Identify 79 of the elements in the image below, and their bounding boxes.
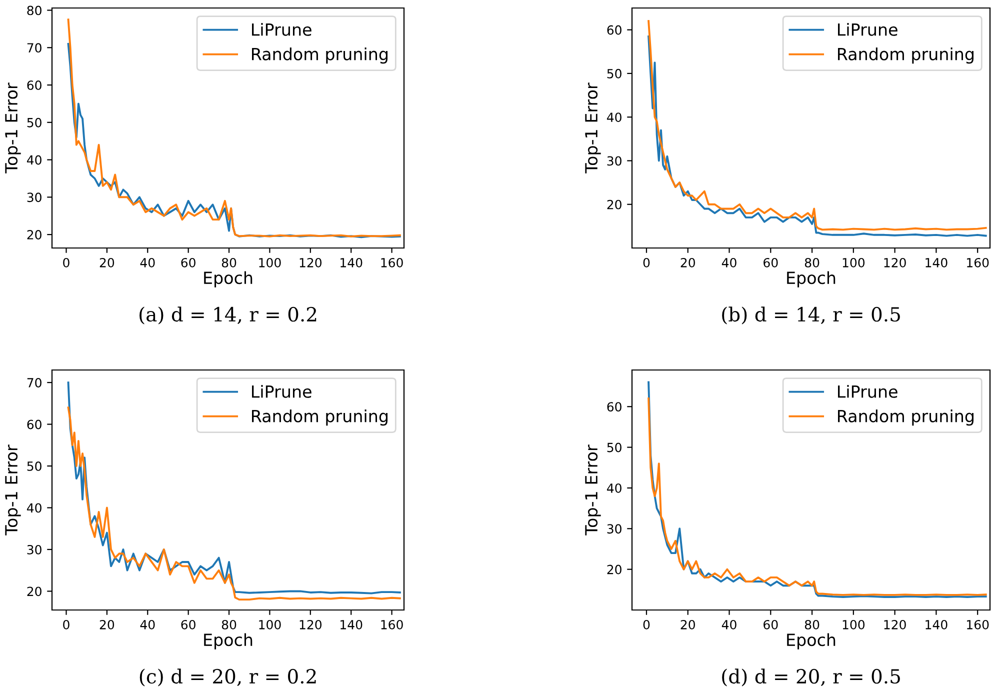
x-tick-label: 160: [381, 620, 403, 630]
y-tick-label: 30: [27, 544, 42, 554]
legend-label: LiPrune: [252, 23, 312, 36]
x-tick-label: 20: [100, 258, 114, 268]
x-tick-label: 120: [884, 258, 906, 268]
y-tick-label: 50: [27, 118, 42, 128]
y-tick-label: 50: [607, 68, 622, 78]
y-tick-label: 30: [607, 156, 622, 166]
x-tick-label: 20: [100, 620, 114, 630]
text: (c) d = 20, r = 0.2: [140, 668, 316, 686]
text: (a) d = 14, r = 0.2: [140, 306, 316, 324]
y-tick-label: 70: [27, 43, 42, 53]
x-tick-label: 40: [722, 620, 736, 630]
x-tick-label: 140: [926, 620, 948, 630]
y-tick-label: 30: [607, 524, 622, 534]
text: (d) d = 20, r = 0.5: [722, 668, 900, 686]
x-tick-label: 160: [381, 258, 403, 268]
x-tick-label: 0: [63, 620, 70, 630]
x-tick-label: 120: [300, 620, 322, 630]
x-tick-label: 60: [181, 258, 196, 268]
legend-label: LiPrune: [838, 385, 898, 398]
x-tick-label: 140: [926, 258, 948, 268]
x-tick-label: 100: [842, 620, 865, 630]
y-tick-label: 70: [27, 378, 42, 388]
y-tick-label: 40: [606, 112, 622, 122]
x-axis-title: Epoch: [787, 271, 836, 288]
x-tick-label: 160: [967, 258, 989, 268]
y-tick-label: 60: [27, 420, 42, 430]
x-tick-label: 40: [722, 258, 736, 268]
y-tick-label: 20: [27, 230, 42, 240]
y-tick-label: 50: [607, 442, 622, 452]
x-tick-label: 140: [340, 620, 362, 630]
x-tick-label: 0: [643, 620, 650, 630]
x-tick-label: 120: [884, 620, 906, 630]
y-axis-title: Top-1 Error: [5, 82, 21, 174]
x-tick-label: 80: [804, 258, 820, 268]
x-tick-label: 0: [643, 258, 650, 268]
y-tick-label: 30: [27, 192, 42, 202]
legend-label: Random pruning: [838, 47, 974, 64]
x-tick-label: 20: [680, 620, 695, 630]
y-axis-title: Top-1 Error: [585, 444, 601, 536]
y-tick-label: 20: [607, 564, 622, 574]
y-tick-label: 40: [606, 483, 622, 493]
x-tick-label: 100: [259, 258, 281, 268]
y-tick-label: 40: [26, 155, 42, 165]
x-tick-label: 40: [140, 258, 155, 268]
x-tick-label: 80: [222, 258, 236, 268]
x-tick-label: 40: [140, 620, 155, 630]
y-tick-label: 50: [27, 461, 42, 471]
x-tick-label: 80: [804, 620, 820, 630]
legend-label: Random pruning: [252, 47, 388, 64]
legend-label: LiPrune: [252, 385, 312, 398]
x-axis-title: Epoch: [787, 633, 836, 650]
x-tick-label: 0: [63, 258, 70, 268]
text: (b) d = 14, r = 0.5: [722, 306, 900, 324]
x-tick-label: 60: [181, 620, 196, 630]
x-tick-label: 100: [259, 620, 281, 630]
x-tick-label: 160: [967, 620, 989, 630]
legend-label: Random pruning: [838, 409, 974, 426]
y-axis-title: Top-1 Error: [585, 82, 601, 174]
legend-label: Random pruning: [252, 409, 388, 426]
y-tick-label: 60: [607, 402, 622, 412]
y-axis-title: Top-1 Error: [5, 444, 21, 536]
y-tick-label: 20: [607, 200, 622, 210]
x-tick-label: 120: [300, 258, 322, 268]
legend-label: LiPrune: [838, 23, 898, 36]
x-tick-label: 60: [764, 620, 778, 630]
y-tick-label: 40: [26, 503, 42, 513]
x-tick-label: 20: [680, 258, 695, 268]
y-tick-label: 80: [27, 6, 42, 16]
x-tick-label: 100: [842, 258, 865, 268]
x-tick-label: 140: [340, 258, 362, 268]
y-tick-label: 60: [27, 80, 42, 90]
y-tick-label: 20: [27, 586, 42, 596]
x-axis-title: Epoch: [204, 633, 252, 650]
x-tick-label: 80: [222, 620, 236, 630]
x-axis-title: Epoch: [204, 271, 252, 288]
x-tick-label: 60: [764, 258, 778, 268]
y-tick-label: 60: [607, 25, 622, 35]
